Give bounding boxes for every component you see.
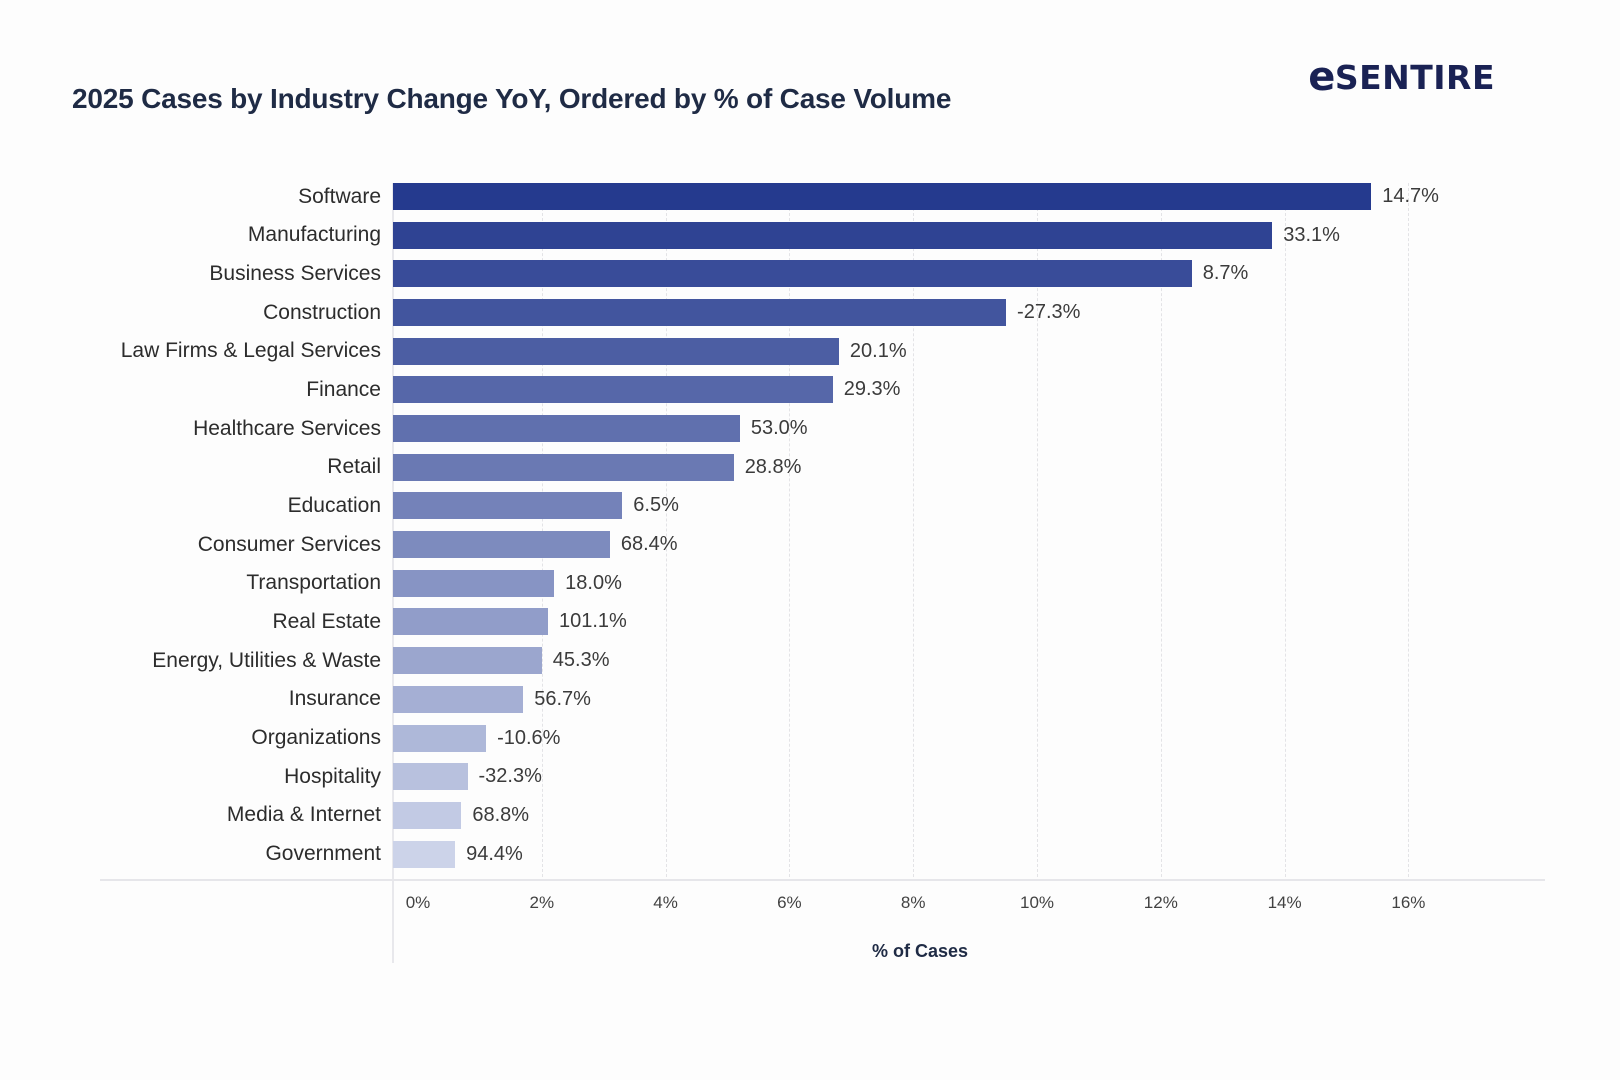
bar xyxy=(393,183,1372,210)
bar-value-label: 18.0% xyxy=(565,571,622,594)
bar-value-label: 45.3% xyxy=(552,649,610,672)
bar xyxy=(393,415,740,443)
bar-value-label: 68.4% xyxy=(620,533,678,556)
gridline-12% xyxy=(1160,183,1162,877)
x-axis-baseline xyxy=(100,879,1545,881)
bar-value-label: 6.5% xyxy=(633,494,679,517)
bar xyxy=(393,840,456,868)
esentire-logo-e-mark: e xyxy=(1308,54,1336,100)
category-label: Finance xyxy=(306,377,381,401)
bar xyxy=(393,685,524,713)
x-tick-label: 4% xyxy=(653,893,678,912)
category-label: Construction xyxy=(263,300,381,324)
bar xyxy=(393,221,1273,249)
x-tick-label: 0% xyxy=(405,893,431,912)
bar-value-label: 29.3% xyxy=(843,378,901,401)
bar-value-label: 56.7% xyxy=(534,687,591,710)
category-label: Transportation xyxy=(246,571,381,595)
category-label: Hospitality xyxy=(284,764,381,788)
x-tick-label: 14% xyxy=(1267,893,1302,912)
bar xyxy=(393,531,610,559)
bar xyxy=(393,647,542,675)
category-label: Education xyxy=(287,493,381,517)
page-title: 2025 Cases by Industry Change YoY, Order… xyxy=(72,82,952,114)
bar xyxy=(393,260,1192,288)
x-axis-title: % of Cases xyxy=(871,941,969,961)
category-label: Manufacturing xyxy=(247,223,381,247)
category-label: Law Firms & Legal Services xyxy=(120,339,381,363)
gridline-8% xyxy=(913,183,915,877)
bar-value-label: 94.4% xyxy=(466,842,523,865)
bar xyxy=(393,763,468,791)
bar xyxy=(393,801,462,829)
category-label: Government xyxy=(265,842,381,866)
gridline-2% xyxy=(541,183,543,877)
bar xyxy=(393,453,734,481)
bar-value-label: 101.1% xyxy=(558,610,627,633)
category-label: Energy, Utilities & Waste xyxy=(152,648,381,672)
category-label: Insurance xyxy=(288,687,381,711)
gridline-4% xyxy=(665,183,667,877)
category-label: Business Services xyxy=(209,261,381,285)
esentire-logo-wordmark: SENTIRE xyxy=(1334,58,1495,97)
x-tick-label: 10% xyxy=(1019,893,1055,912)
x-tick-label: 8% xyxy=(900,893,926,912)
category-label: Organizations xyxy=(251,726,381,750)
bar xyxy=(393,492,623,520)
bar xyxy=(393,608,548,636)
bar-value-label: -32.3% xyxy=(478,765,542,788)
bar xyxy=(393,337,839,365)
bar-value-label: 20.1% xyxy=(849,339,907,362)
gridline-16% xyxy=(1408,183,1410,877)
bar xyxy=(393,724,487,752)
category-label: Real Estate xyxy=(272,609,381,633)
bar-value-label: 68.8% xyxy=(472,803,530,826)
category-label: Media & Internet xyxy=(226,803,381,827)
bar-value-label: 8.7% xyxy=(1202,262,1249,285)
bar-value-label: -10.6% xyxy=(497,726,561,749)
esentire-logo: e SENTIRE xyxy=(1308,54,1495,100)
gridline-6% xyxy=(789,183,791,877)
bar-value-label: 33.1% xyxy=(1283,223,1340,246)
category-label: Consumer Services xyxy=(197,532,381,556)
x-tick-label: 12% xyxy=(1143,893,1178,912)
gridline-10% xyxy=(1037,183,1038,877)
category-label: Software xyxy=(298,184,381,208)
category-label: Retail xyxy=(327,455,381,479)
x-tick-label: 6% xyxy=(777,893,802,912)
bar-value-label: 53.0% xyxy=(750,417,808,440)
bar xyxy=(393,376,833,404)
bar xyxy=(393,299,1007,327)
bar-value-label: 28.8% xyxy=(744,455,802,478)
bar-value-label: 14.7% xyxy=(1382,185,1439,207)
bar-value-label: -27.3% xyxy=(1017,301,1081,324)
bar xyxy=(393,569,555,597)
gridline-14% xyxy=(1284,183,1286,877)
x-tick-label: 2% xyxy=(529,893,555,912)
x-tick-label: 16% xyxy=(1391,893,1426,912)
category-label: Healthcare Services xyxy=(193,416,381,440)
